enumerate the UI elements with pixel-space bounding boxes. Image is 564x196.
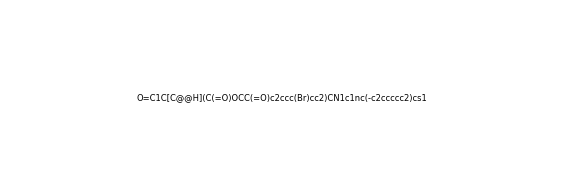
Text: O=C1C[C@@H](C(=O)OCC(=O)c2ccc(Br)cc2)CN1c1nc(-c2ccccc2)cs1: O=C1C[C@@H](C(=O)OCC(=O)c2ccc(Br)cc2)CN1… — [136, 93, 428, 103]
